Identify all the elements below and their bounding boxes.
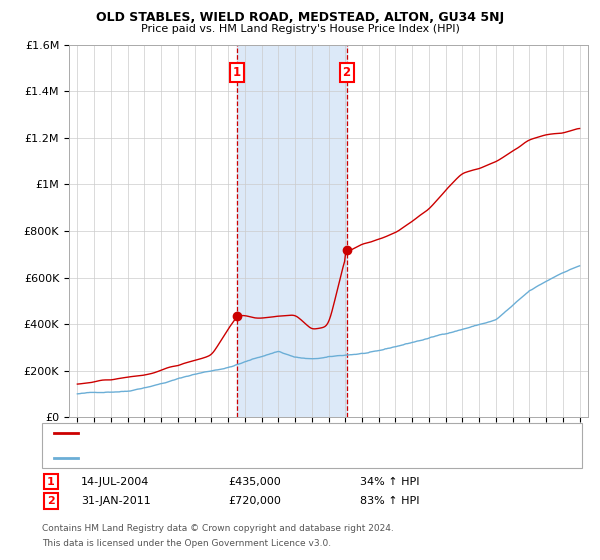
Text: 1: 1 [233, 66, 241, 79]
Text: 14-JUL-2004: 14-JUL-2004 [81, 477, 149, 487]
Text: 1: 1 [47, 477, 55, 487]
Text: 34% ↑ HPI: 34% ↑ HPI [360, 477, 419, 487]
Text: 2: 2 [343, 66, 350, 79]
Text: 2: 2 [47, 496, 55, 506]
Text: Price paid vs. HM Land Registry's House Price Index (HPI): Price paid vs. HM Land Registry's House … [140, 24, 460, 34]
Text: HPI: Average price, detached house, East Hampshire: HPI: Average price, detached house, East… [84, 453, 359, 463]
Text: This data is licensed under the Open Government Licence v3.0.: This data is licensed under the Open Gov… [42, 539, 331, 548]
Text: OLD STABLES, WIELD ROAD, MEDSTEAD, ALTON, GU34 5NJ (detached house): OLD STABLES, WIELD ROAD, MEDSTEAD, ALTON… [84, 428, 484, 438]
Text: 31-JAN-2011: 31-JAN-2011 [81, 496, 151, 506]
Text: 83% ↑ HPI: 83% ↑ HPI [360, 496, 419, 506]
Bar [237, 45, 347, 417]
Text: £435,000: £435,000 [228, 477, 281, 487]
Text: £720,000: £720,000 [228, 496, 281, 506]
Text: Contains HM Land Registry data © Crown copyright and database right 2024.: Contains HM Land Registry data © Crown c… [42, 524, 394, 533]
Text: OLD STABLES, WIELD ROAD, MEDSTEAD, ALTON, GU34 5NJ: OLD STABLES, WIELD ROAD, MEDSTEAD, ALTON… [96, 11, 504, 24]
